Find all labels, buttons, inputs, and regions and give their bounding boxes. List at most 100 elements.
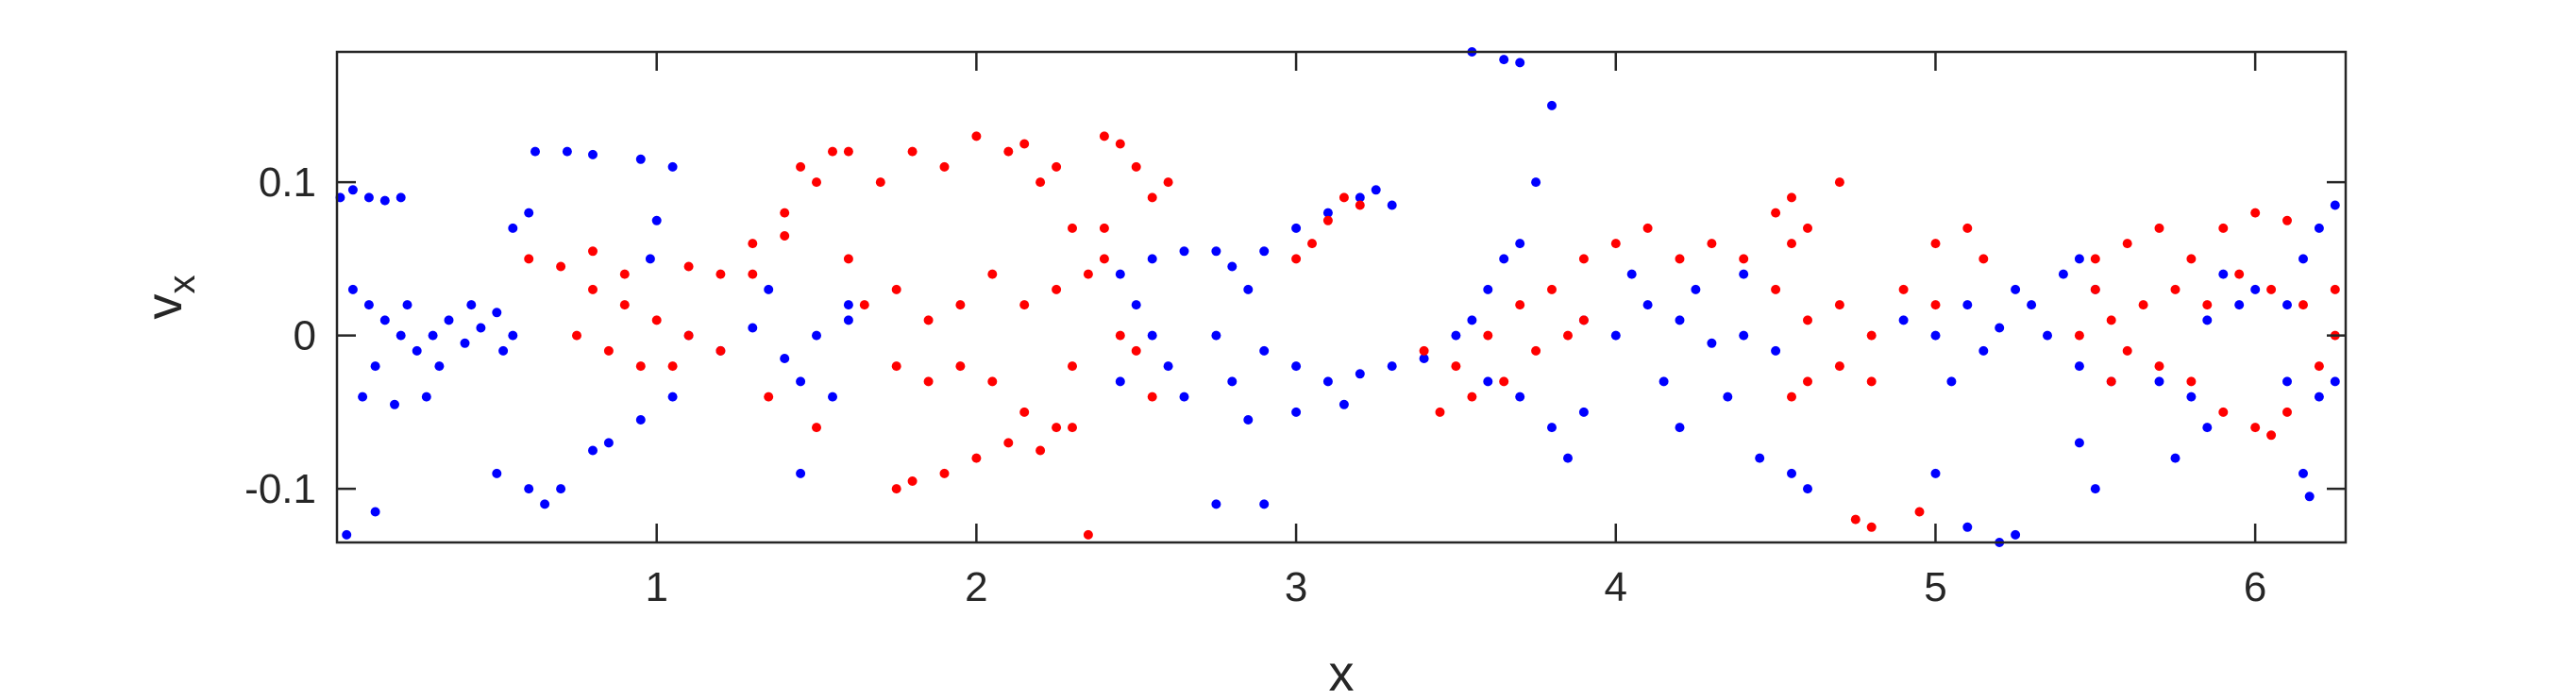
data-point: [1787, 468, 1796, 478]
data-point: [843, 146, 853, 157]
data-point: [1499, 254, 1509, 264]
data-point: [1035, 445, 1046, 456]
data-point: [2186, 392, 2197, 402]
tick-labels-layer: 1 2 3 4 5 6 -0.1 0 0.1: [244, 159, 2266, 610]
data-point: [358, 392, 368, 402]
data-point: [2011, 529, 2021, 540]
data-point: [1642, 300, 1653, 310]
data-point: [1371, 185, 1381, 195]
data-point: [1115, 376, 1125, 387]
data-point: [1834, 177, 1844, 188]
data-point: [1515, 239, 1525, 249]
data-point: [1451, 361, 1461, 372]
data-point: [716, 269, 726, 279]
data-point: [2304, 492, 2315, 502]
data-point: [1771, 345, 1781, 356]
data-point: [2154, 376, 2164, 387]
data-point: [1068, 423, 1077, 433]
data-point: [1515, 300, 1525, 310]
data-point: [1322, 208, 1333, 218]
data-point: [635, 415, 646, 425]
y-axis-label-main: v: [136, 294, 193, 320]
data-point: [748, 239, 758, 249]
data-point: [1419, 354, 1429, 363]
data-point: [1322, 376, 1333, 387]
data-point: [2250, 423, 2261, 433]
data-point: [1866, 330, 1877, 341]
data-point: [2266, 430, 2277, 441]
data-point: [1962, 223, 1973, 233]
data-point: [1003, 146, 1014, 157]
data-point: [971, 131, 982, 142]
data-point: [2282, 215, 2292, 225]
data-point: [1068, 223, 1077, 233]
data-point: [2074, 438, 2084, 448]
data-point: [396, 330, 406, 341]
data-point: [379, 315, 390, 325]
data-point: [619, 269, 630, 279]
data-point: [1467, 315, 1477, 325]
data-point: [524, 484, 534, 494]
data-point: [1547, 100, 1557, 110]
data-point: [556, 484, 566, 494]
data-point: [1547, 423, 1557, 433]
data-point: [1083, 269, 1093, 279]
data-point: [1898, 315, 1909, 325]
data-point: [2058, 269, 2068, 279]
data-point: [645, 254, 655, 264]
x-tick-label: 4: [1605, 564, 1627, 610]
data-point: [1531, 345, 1541, 356]
data-point: [1355, 192, 1365, 203]
data-point: [2202, 315, 2213, 325]
data-point: [683, 330, 694, 341]
data-point: [2186, 376, 2197, 387]
data-point: [748, 323, 758, 333]
data-point: [812, 177, 821, 188]
data-point: [1068, 361, 1077, 372]
data-point: [796, 468, 806, 478]
y-axis-label: vx: [136, 275, 203, 320]
data-point: [1243, 415, 1254, 425]
x-tick-label: 5: [1924, 564, 1946, 610]
data-point: [923, 376, 934, 387]
data-point: [562, 146, 572, 157]
data-point: [2282, 300, 2292, 310]
data-point: [2202, 423, 2213, 433]
data-point: [1787, 392, 1796, 402]
plot-frame: [335, 50, 2348, 544]
data-point: [635, 154, 646, 164]
data-point: [1131, 345, 1141, 356]
data-point: [859, 300, 869, 310]
y-tick-label: 0.1: [259, 159, 316, 206]
data-point: [780, 208, 790, 218]
data-point: [667, 392, 678, 402]
data-point: [1052, 423, 1062, 433]
data-point: [812, 423, 821, 433]
data-point: [1803, 484, 1812, 494]
data-point: [498, 345, 509, 356]
data-point: [1115, 269, 1125, 279]
data-point: [1179, 246, 1189, 257]
data-point: [2266, 284, 2277, 294]
data-point: [1115, 139, 1125, 149]
data-point: [1131, 300, 1141, 310]
data-point: [1259, 246, 1270, 257]
data-point: [1946, 376, 1957, 387]
data-point: [1099, 131, 1109, 142]
data-point: [843, 254, 853, 264]
data-point: [1803, 315, 1812, 325]
data-point: [1978, 345, 1989, 356]
data-point: [492, 468, 502, 478]
data-point: [2154, 223, 2164, 233]
data-point: [370, 507, 380, 517]
data-point: [971, 453, 982, 463]
data-point: [1211, 330, 1221, 341]
data-point: [1930, 300, 1941, 310]
data-point: [907, 146, 918, 157]
data-point: [2170, 453, 2180, 463]
data-point: [2106, 376, 2116, 387]
data-point: [812, 330, 821, 341]
data-point: [370, 361, 380, 372]
data-point: [939, 161, 950, 172]
